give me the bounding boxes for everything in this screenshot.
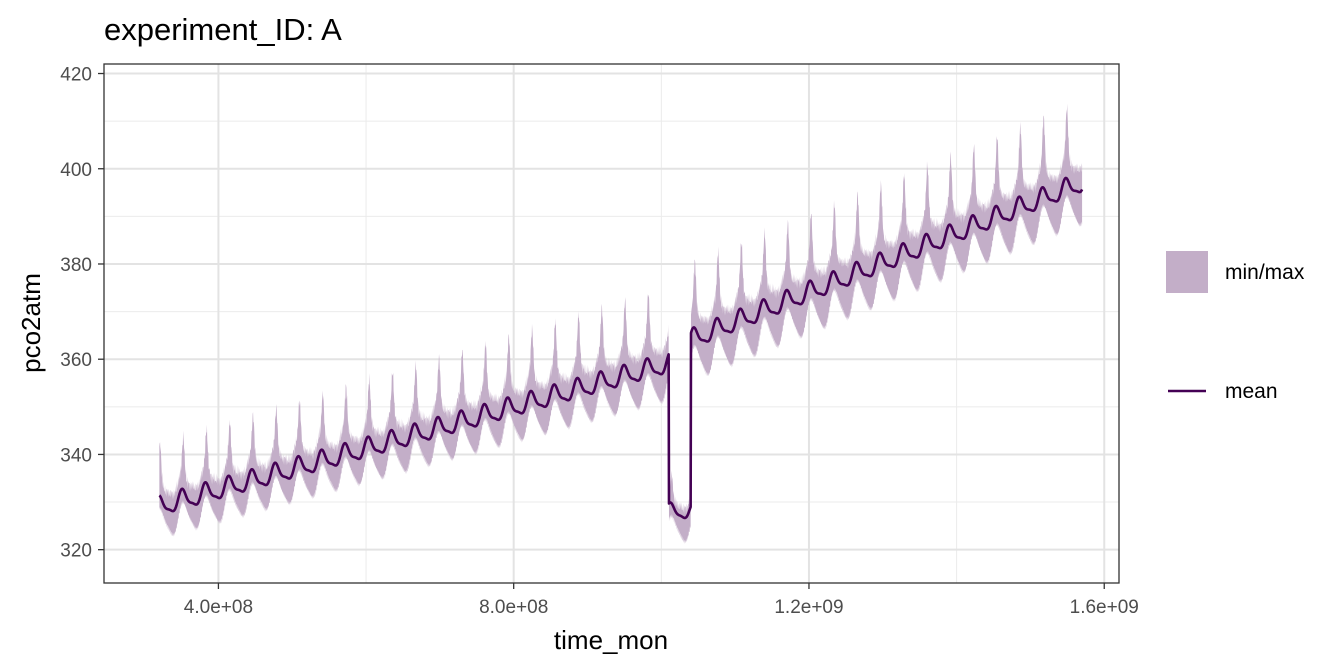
x-tick-label: 1.6e+09 [1070,597,1139,618]
legend-label-mean: mean [1225,380,1278,403]
y-tick-label: 380 [60,255,92,276]
y-axis-title: pco2atm [16,273,46,373]
y-tick-label: 320 [60,541,92,562]
plot-border [103,63,1120,584]
y-tick-label: 360 [60,350,92,371]
plot-background [104,64,1119,583]
x-tick-label: 1.2e+09 [774,597,843,618]
y-tick-label: 340 [60,445,92,466]
legend-key-min-max [1166,251,1208,293]
legend: min/max mean [1166,251,1305,403]
y-tick-label: 400 [60,160,92,181]
y-tick-label: 420 [60,65,92,86]
legend-label-min-max: min/max [1225,261,1305,284]
chart-title: experiment_ID: A [104,12,342,47]
mean-line [158,176,1084,520]
x-axis-title: time_mon [554,625,668,655]
x-tick-label: 8.0e+08 [479,597,548,618]
x-tick-label: 4.0e+08 [184,597,253,618]
y-axis: 320 340 360 380 400 420 [60,65,104,562]
x-axis: 4.0e+08 8.0e+08 1.2e+09 1.6e+09 [184,583,1139,618]
